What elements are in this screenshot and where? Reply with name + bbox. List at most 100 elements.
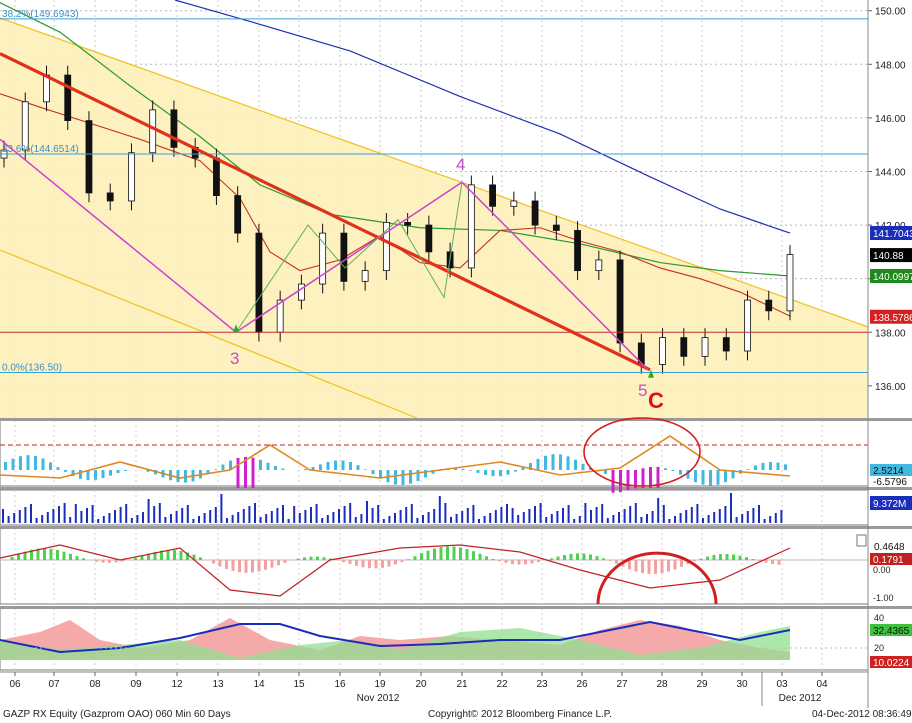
osc-bar [649,466,652,488]
ma-green [0,2,791,277]
footer: GAZP RX Equity (Gazprom OAO) 060 Min 60 … [0,708,912,723]
osc-bar [176,470,180,483]
macd-bar [563,554,566,560]
macd-bar [719,554,722,560]
osc-bar [34,455,37,470]
macd-bar [634,560,638,572]
volume-bar [158,503,161,523]
volume-bar [293,506,296,523]
panel-separator [0,418,912,421]
ma-blue [174,0,791,234]
osc-bar [281,468,285,470]
osc-signal [0,435,791,479]
macd-bar [95,560,98,562]
volume-bar [595,507,598,523]
y-tick-label: 144.00 [875,167,906,178]
x-tick-label: 07 [48,679,60,690]
macd-bar [738,555,742,560]
candle-body [701,337,709,357]
volume-bar [287,519,290,523]
osc-bar [379,470,382,479]
volume-bar [433,509,436,523]
wave-path [0,138,649,371]
volume-bar [254,503,256,523]
osc-bar [11,458,15,470]
volume-bar [534,506,536,523]
candle-body [213,157,220,197]
osc-bar [101,470,105,479]
macd-bar [192,554,196,560]
volume-bar [651,511,654,523]
macd-bar [465,549,469,560]
volume-bar [494,510,497,523]
volume-bar [478,519,480,523]
macd-tag: 0.4648 [874,542,905,553]
volume-bar [634,503,637,523]
volume-bar [231,515,234,523]
volume-bar [321,518,324,523]
volume-bar [388,516,391,523]
candle-body [786,254,794,312]
macd-bar [693,560,696,562]
macd-bar [329,558,332,560]
volume-bar [646,514,648,523]
volume-bar [511,508,514,523]
osc-bar [484,470,487,475]
volume-bar [606,518,609,523]
macd-bar [589,554,592,560]
candle-body [489,184,496,207]
osc-bar [56,467,60,470]
macd-bar [530,560,534,564]
osc-bar [26,455,30,470]
fib-label: 0.0%(136.50) [2,362,62,373]
volume-bar [360,514,363,523]
volume-bar [758,505,760,523]
y-tick-label: 150.00 [875,7,906,18]
volume-bar [69,517,72,523]
osc-bar [19,456,22,470]
macd-bar [673,560,677,570]
macd-bar [10,556,14,560]
macd-bar [413,556,417,560]
macd-bar [166,549,170,560]
osc-bar [581,463,585,470]
price-tag-label: 138.5786 [873,313,912,324]
macd-bar [277,560,280,566]
macd-bar [134,557,137,560]
footer-copyright: Copyright© 2012 Bloomberg Finance L.P. [428,709,612,720]
volume-bar [472,505,475,523]
volume-bar [623,509,626,523]
volume-bar [265,514,268,523]
macd-bar [439,547,443,560]
macd-bar [173,550,176,560]
macd-bar [368,560,371,569]
macd-bar [303,557,306,560]
macd-bar [316,556,319,560]
macd-bar [43,548,46,560]
macd-bar [30,549,33,560]
macd-bar [595,556,599,560]
macd-bar [342,560,345,563]
macd-bar [140,555,144,560]
osc-bar [731,470,735,479]
trend-line [0,52,651,372]
osc-bar [266,462,270,470]
macd-tag-box [870,553,912,565]
macd-bar [699,558,703,560]
volume-bar [707,515,710,523]
osc-bar [544,455,547,470]
volume-bar [153,506,156,523]
osc-bar [229,460,232,470]
candle-body [531,200,539,226]
volume-bar [668,519,671,523]
volume-bar [746,511,749,523]
macd-bar [504,560,508,563]
macd-tag: 0.1791 [873,555,904,566]
candle-body [552,224,560,231]
volume-bar [629,506,632,523]
volume-bar [601,504,604,523]
osc-bar [724,470,727,483]
macd-bar [108,560,111,563]
macd-bar [511,560,514,565]
osc-bar [469,470,472,471]
